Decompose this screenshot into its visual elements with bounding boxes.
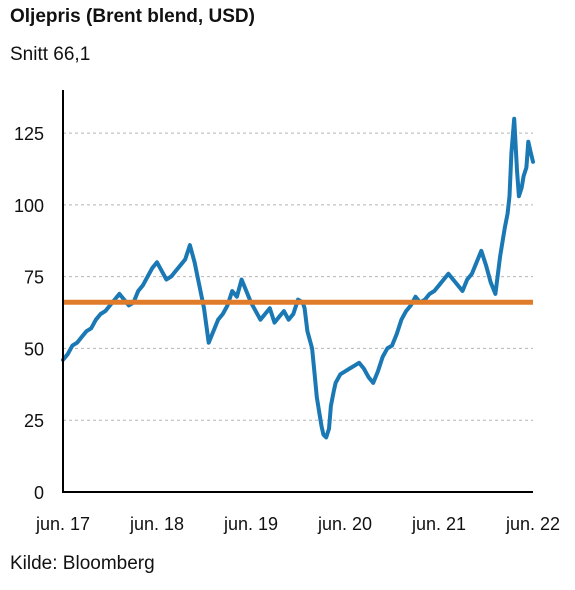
series-line-brent (61, 116, 535, 440)
x-axis-ticks: jun. 17 jun. 18 jun. 19 jun. 20 jun. 21 jun. … (35, 514, 560, 534)
y-tick-label: 125 (14, 124, 44, 144)
y-axis-ticks: 0 25 50 75 100 125 (14, 124, 44, 503)
y-tick-label: 25 (24, 411, 44, 431)
x-tick-label: jun. 19 (223, 514, 278, 534)
x-tick-label: jun. 21 (411, 514, 466, 534)
gridlines (63, 132, 533, 421)
y-tick-label: 100 (14, 196, 44, 216)
chart-title: Oljepris (Brent blend, USD) (10, 6, 255, 27)
chart-subtitle: Snitt 66,1 (10, 44, 91, 65)
y-tick-label: 50 (24, 339, 44, 359)
x-tick-label: jun. 20 (317, 514, 372, 534)
y-tick-label: 0 (34, 483, 44, 503)
x-tick-label: jun. 22 (505, 514, 560, 534)
x-tick-label: jun. 18 (129, 514, 184, 534)
source-note: Kilde: Bloomberg (10, 553, 155, 574)
x-tick-label: jun. 17 (35, 514, 90, 534)
y-tick-label: 75 (24, 268, 44, 288)
